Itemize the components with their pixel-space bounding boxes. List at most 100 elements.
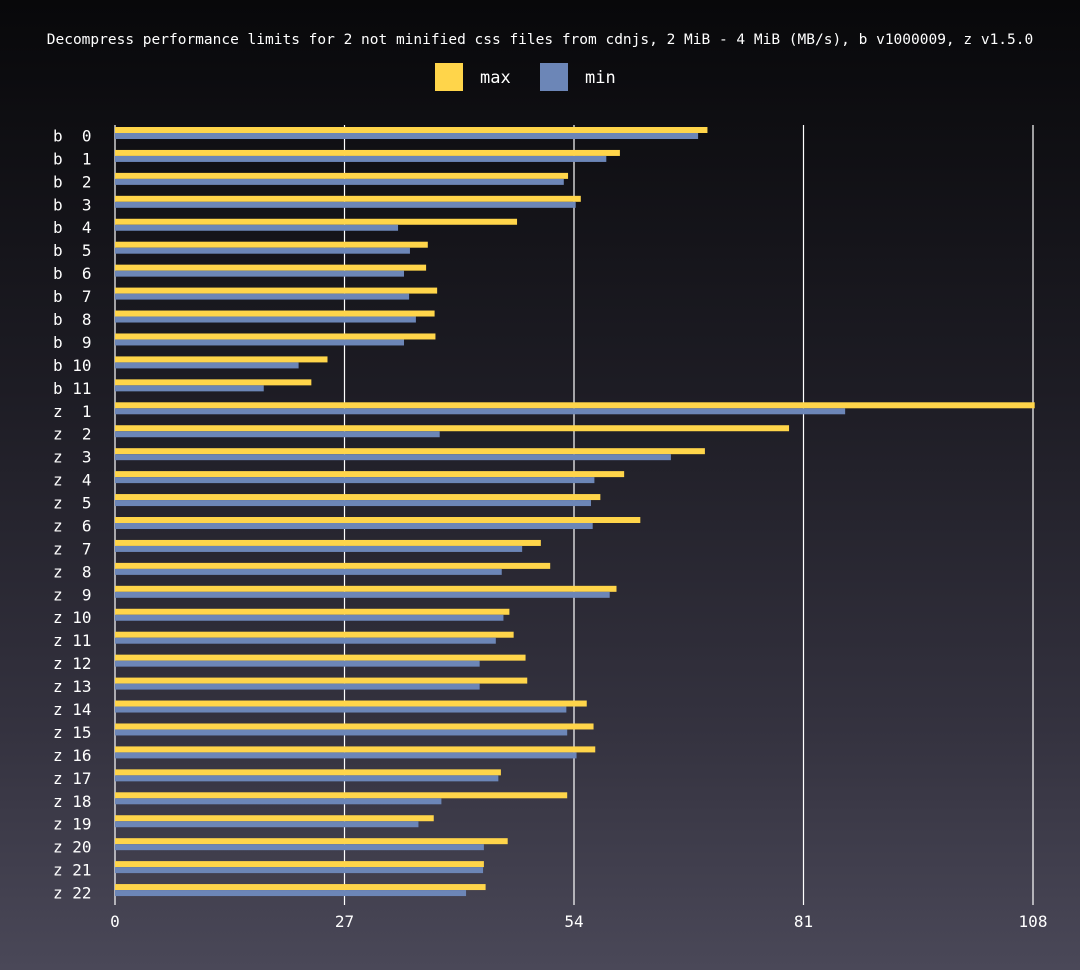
bar-min-b-9 (115, 339, 404, 346)
bar-min-b-10 (115, 362, 299, 369)
bar-min-b-5 (115, 247, 410, 254)
bar-min-b-0 (115, 133, 699, 139)
bar-min-z-10 (115, 614, 504, 621)
category-label: z 19 (53, 815, 92, 834)
legend-swatch-max (435, 63, 463, 91)
bar-max-z-22 (115, 884, 486, 891)
category-label: z 16 (53, 746, 92, 765)
bar-max-z-1 (115, 402, 1035, 409)
category-label: z 5 (53, 494, 92, 513)
bar-max-z-5 (115, 494, 601, 501)
category-label: z 3 (53, 448, 92, 467)
category-label: b 10 (53, 356, 92, 375)
bar-min-z-12 (115, 660, 480, 667)
bar-min-z-5 (115, 500, 591, 507)
category-label: b 9 (53, 333, 92, 352)
bar-max-b-10 (115, 356, 328, 363)
x-tick-label: 54 (564, 912, 583, 931)
category-label: z 21 (53, 861, 92, 880)
category-label: b 8 (53, 310, 92, 329)
bar-min-z-11 (115, 637, 496, 644)
bar-min-z-18 (115, 798, 442, 805)
bar-min-z-16 (115, 752, 577, 759)
bar-min-b-8 (115, 316, 416, 323)
bar-max-z-3 (115, 448, 705, 455)
category-label: b 2 (53, 172, 92, 191)
bar-max-b-6 (115, 264, 427, 271)
bar-max-z-19 (115, 815, 434, 822)
x-tick-label: 0 (110, 912, 120, 931)
bar-max-z-10 (115, 608, 510, 615)
category-label: z 14 (53, 700, 92, 719)
bar-min-z-22 (115, 890, 467, 897)
category-label: z 17 (53, 769, 92, 788)
bar-min-b-4 (115, 224, 399, 231)
category-label: z 4 (53, 471, 92, 490)
bar-max-z-12 (115, 654, 526, 661)
category-label: z 12 (53, 654, 92, 673)
category-label: b 5 (53, 241, 92, 260)
bar-min-z-6 (115, 523, 593, 529)
bar-max-z-14 (115, 700, 587, 707)
category-label: z 13 (53, 677, 92, 696)
bar-min-z-17 (115, 775, 499, 782)
bar-max-b-8 (115, 310, 435, 317)
category-label: z 6 (53, 516, 92, 535)
category-label: z 1 (53, 402, 92, 421)
legend-label-max: max (480, 68, 511, 88)
bar-min-b-6 (115, 270, 404, 277)
bar-min-z-14 (115, 706, 567, 713)
bar-max-b-0 (115, 127, 708, 133)
category-labels: b 0 b 1 b 2 b 3 b 4 b 5 b 6 b 7 b 8 b 9 b 10 b 11 z … (53, 126, 92, 902)
bar-min-b-2 (115, 178, 564, 185)
chart-title: Decompress performance limits for 2 not … (47, 32, 1033, 48)
category-label: z 8 (53, 562, 92, 581)
bar-min-b-7 (115, 293, 410, 300)
bar-min-z-8 (115, 568, 502, 575)
bar-max-z-11 (115, 631, 514, 638)
legend: max min (435, 63, 616, 91)
bar-max-z-17 (115, 769, 501, 776)
bar-max-z-6 (115, 517, 641, 523)
category-label: b 0 (53, 126, 92, 145)
bar-min-z-21 (115, 867, 484, 874)
x-tick-label: 108 (1019, 912, 1048, 931)
bar-max-z-8 (115, 562, 551, 569)
category-label: b 7 (53, 287, 92, 306)
bar-min-z-20 (115, 844, 484, 851)
bar-min-z-3 (115, 454, 671, 461)
bar-max-b-9 (115, 333, 436, 340)
bar-min-z-7 (115, 545, 523, 552)
bar-max-z-18 (115, 792, 568, 799)
category-label: z 22 (53, 884, 92, 903)
category-label: z 9 (53, 585, 92, 604)
legend-swatch-min (540, 63, 568, 91)
bar-min-b-1 (115, 155, 607, 162)
bar-min-z-9 (115, 591, 610, 598)
x-tick-label: 27 (335, 912, 354, 931)
bar-max-z-7 (115, 539, 541, 546)
bar-max-z-16 (115, 746, 596, 753)
bars (115, 127, 1035, 897)
bar-min-z-13 (115, 683, 480, 690)
bar-max-z-9 (115, 585, 617, 592)
bar-max-z-21 (115, 861, 484, 868)
bar-max-z-4 (115, 471, 625, 478)
category-label: z 11 (53, 631, 92, 650)
bar-max-b-1 (115, 149, 620, 156)
bar-max-b-2 (115, 172, 569, 179)
bar-min-b-3 (115, 201, 576, 208)
bar-max-z-20 (115, 838, 508, 845)
bar-max-z-15 (115, 723, 594, 730)
category-label: b 1 (53, 149, 92, 168)
bar-min-z-2 (115, 431, 440, 438)
bar-min-b-11 (115, 385, 264, 392)
bar-max-b-3 (115, 195, 581, 202)
category-label: b 11 (53, 379, 92, 398)
bar-max-z-13 (115, 677, 528, 684)
category-label: b 3 (53, 195, 92, 214)
x-tick-labels: 0 27 54 81 108 (110, 912, 1047, 931)
bar-max-b-7 (115, 287, 438, 294)
bar-max-b-4 (115, 218, 518, 225)
